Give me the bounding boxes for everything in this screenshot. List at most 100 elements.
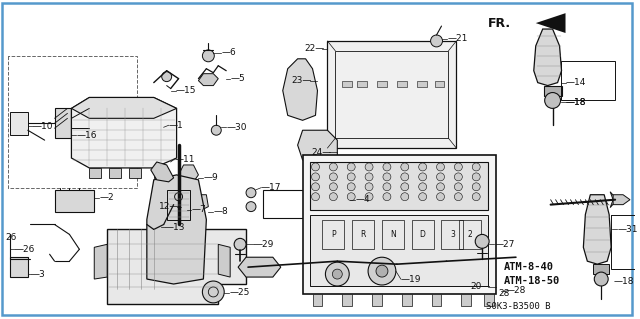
Circle shape [348,193,355,201]
Text: —18: —18 [566,98,586,107]
Text: —25: —25 [229,288,250,297]
Circle shape [454,173,462,181]
Bar [460,219,481,249]
Text: —14: —14 [566,78,586,87]
Text: —3: —3 [31,270,45,278]
Circle shape [202,281,224,303]
Polygon shape [584,195,611,264]
Bar [544,85,561,95]
Circle shape [330,173,337,181]
Circle shape [234,238,246,250]
Circle shape [454,193,462,201]
Text: 23—: 23— [292,76,312,85]
Circle shape [312,183,319,191]
Polygon shape [129,168,141,178]
Text: —29: —29 [254,240,275,249]
Text: FR.: FR. [488,17,511,30]
Text: —28: —28 [506,286,526,295]
Bar [166,190,191,219]
Text: 2: 2 [468,230,473,239]
Text: R: R [360,230,366,239]
Text: 3: 3 [450,230,455,239]
Circle shape [454,183,462,191]
Circle shape [436,163,444,171]
Circle shape [365,193,373,201]
Text: —8: —8 [213,207,228,216]
Text: —4: —4 [355,195,370,204]
Bar [397,81,407,86]
Text: —5: —5 [230,74,245,83]
Circle shape [545,93,561,108]
Text: —13: —13 [164,223,185,232]
Text: —7: —7 [191,205,206,214]
Circle shape [348,173,355,181]
Text: 28: 28 [498,289,509,299]
Polygon shape [189,195,209,211]
Polygon shape [218,244,230,277]
Circle shape [472,193,480,201]
Text: —10: —10 [33,122,53,131]
Bar [310,162,488,210]
Polygon shape [298,130,337,162]
Circle shape [312,193,319,201]
Bar [611,215,640,269]
Bar [328,41,456,148]
Text: —26: —26 [15,245,35,254]
Circle shape [348,183,355,191]
Polygon shape [342,294,352,306]
Circle shape [348,163,355,171]
Circle shape [365,173,373,181]
Circle shape [202,50,214,62]
Bar [382,219,404,249]
Circle shape [162,72,172,82]
Circle shape [436,183,444,191]
Polygon shape [198,74,218,85]
Text: —11: —11 [175,154,195,164]
Text: —18: —18 [566,98,586,107]
Bar [412,219,433,249]
Polygon shape [610,192,617,208]
Polygon shape [461,294,471,306]
Polygon shape [10,112,28,135]
Bar [335,51,449,138]
Bar [442,219,463,249]
Polygon shape [90,168,101,178]
Circle shape [472,173,480,181]
Circle shape [419,163,427,171]
Bar [377,81,387,86]
Polygon shape [109,168,121,178]
Circle shape [246,188,256,198]
Polygon shape [10,257,28,277]
Circle shape [476,234,489,248]
Bar [352,219,374,249]
Text: D: D [420,230,426,239]
Bar [417,81,427,86]
Circle shape [383,163,391,171]
Circle shape [365,183,373,191]
Bar [593,264,609,274]
Text: 24—: 24— [312,148,332,157]
Polygon shape [154,168,166,178]
Circle shape [401,163,409,171]
Polygon shape [283,59,317,120]
Bar [303,155,496,294]
Circle shape [454,163,462,171]
Circle shape [419,173,427,181]
Circle shape [401,183,409,191]
Circle shape [330,183,337,191]
Circle shape [472,183,480,191]
Circle shape [436,193,444,201]
Circle shape [368,257,396,285]
Circle shape [383,173,391,181]
Text: —1: —1 [169,121,184,130]
Polygon shape [147,175,206,284]
Text: —30: —30 [226,123,246,132]
Circle shape [431,35,442,47]
Bar [435,81,444,86]
Circle shape [246,202,256,211]
Polygon shape [107,229,246,304]
Text: —19: —19 [401,275,421,284]
Bar [342,81,352,86]
Text: 26: 26 [5,233,17,242]
Circle shape [330,163,337,171]
